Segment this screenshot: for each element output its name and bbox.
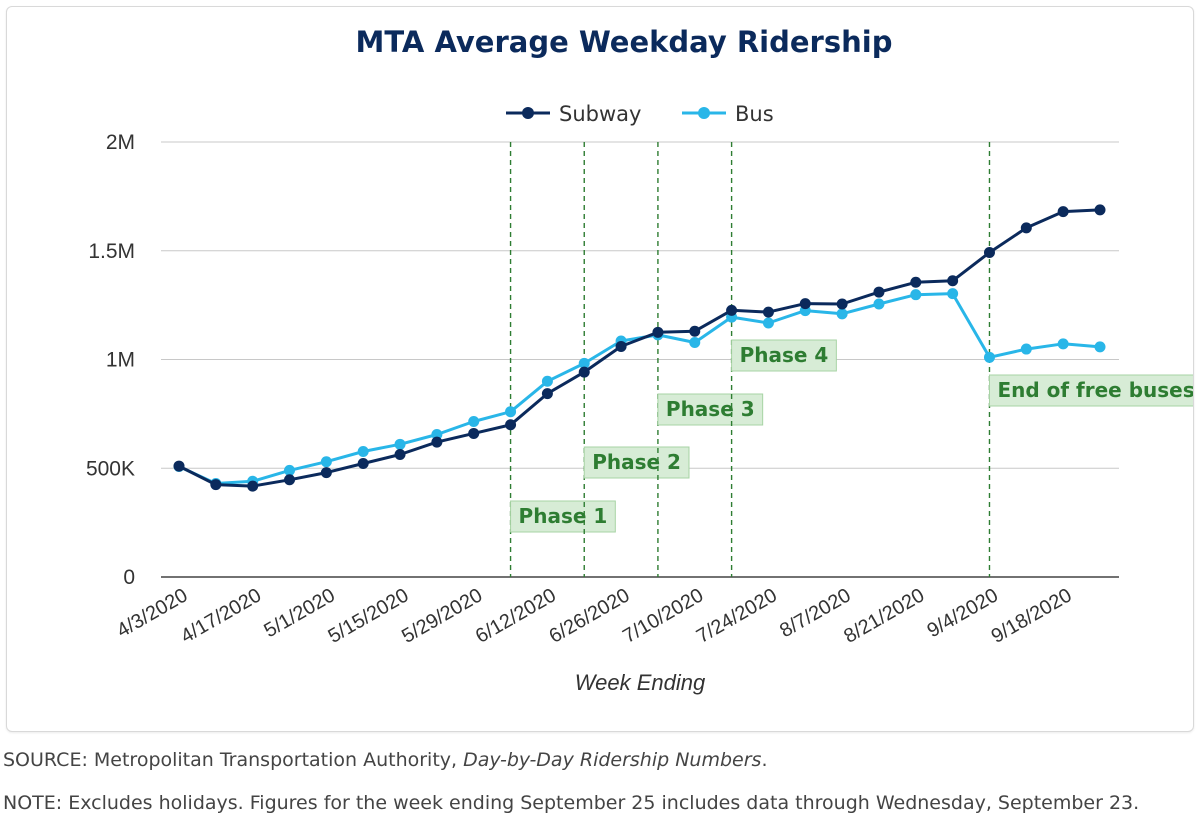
legend-item-subway: Subway — [506, 102, 641, 126]
annotation-label: Phase 1 — [519, 504, 608, 528]
data-point — [173, 460, 185, 472]
y-tick-label: 1M — [106, 349, 135, 372]
legend-marker — [522, 107, 534, 119]
data-point — [578, 357, 590, 369]
data-point — [320, 456, 332, 468]
data-point — [726, 304, 738, 316]
data-point — [431, 429, 443, 441]
data-point — [284, 464, 296, 476]
footnote: NOTE: Excludes holidays. Figures for the… — [3, 792, 1140, 814]
annotation-box — [510, 500, 616, 533]
annotation-label: Phase 2 — [592, 450, 681, 474]
legend-marker — [698, 107, 710, 119]
source-prefix: SOURCE: Metropolitan Transportation Auth… — [3, 749, 464, 771]
data-point — [910, 289, 922, 301]
data-point — [836, 298, 848, 310]
series-subway — [173, 204, 1106, 492]
x-tick-label: 7/24/2020 — [693, 584, 781, 648]
data-point — [468, 427, 480, 439]
y-tick-label: 500K — [86, 457, 135, 480]
data-point — [1057, 338, 1069, 350]
data-point — [1020, 343, 1032, 355]
y-tick-label: 0 — [123, 566, 135, 589]
data-point — [983, 246, 995, 258]
data-point — [210, 479, 222, 491]
ridership-chart: MTA Average Weekday Ridership Subway Bus 0 5… — [86, 25, 1193, 695]
data-point — [947, 275, 959, 287]
x-tick-label: 9/18/2020 — [988, 584, 1076, 648]
annotation-box — [731, 339, 837, 372]
chart-card: MTA Average Weekday Ridership Subway Bus 0 5… — [6, 6, 1194, 732]
annotation-label: Phase 3 — [666, 397, 755, 421]
x-tick-label: 5/15/2020 — [324, 584, 412, 648]
data-point — [910, 276, 922, 288]
x-tick-label: 5/29/2020 — [398, 584, 486, 648]
legend-item-bus: Bus — [682, 102, 774, 126]
data-point — [320, 467, 332, 479]
legend: Subway Bus — [506, 102, 774, 126]
x-tick-label: 4/17/2020 — [177, 584, 265, 648]
data-point — [357, 457, 369, 469]
y-tick-label: 1.5M — [88, 240, 135, 263]
y-tick-label: 2M — [106, 131, 135, 154]
x-tick-labels: 4/3/20204/17/20205/1/20205/15/20205/29/2… — [113, 584, 1076, 648]
data-point — [247, 480, 259, 492]
data-point — [652, 326, 664, 338]
annotation-label: Phase 4 — [740, 343, 829, 367]
data-point — [836, 308, 848, 320]
data-point — [394, 449, 406, 461]
legend-label: Subway — [559, 102, 641, 126]
x-axis-title: Week Ending — [575, 670, 706, 695]
data-point — [541, 375, 553, 387]
source-title: Day-by-Day Ridership Numbers — [463, 749, 762, 771]
annotation-label: End of free buses — [997, 378, 1193, 402]
x-tick-label: 8/21/2020 — [840, 584, 928, 648]
data-point — [505, 406, 517, 418]
data-point — [689, 337, 701, 349]
data-point — [1057, 206, 1069, 218]
data-point — [1094, 341, 1106, 353]
data-point — [983, 351, 995, 363]
x-tick-label: 6/26/2020 — [546, 584, 634, 648]
legend-label: Bus — [735, 102, 774, 126]
series-line — [178, 208, 1101, 488]
data-point — [394, 438, 406, 450]
annotation-box — [657, 393, 764, 426]
data-point — [689, 325, 701, 337]
data-point — [284, 474, 296, 486]
source-note: SOURCE: Metropolitan Transportation Auth… — [3, 749, 768, 771]
data-point — [762, 306, 774, 318]
annotation-box — [583, 446, 690, 479]
data-point — [762, 317, 774, 329]
data-point — [1020, 222, 1032, 234]
chart-title: MTA Average Weekday Ridership — [356, 25, 893, 59]
data-point — [468, 415, 480, 427]
source-suffix: . — [761, 749, 768, 771]
data-point — [578, 366, 590, 378]
x-tick-label: 6/12/2020 — [472, 584, 560, 648]
data-point — [873, 298, 885, 310]
data-point — [431, 436, 443, 448]
data-point — [505, 419, 517, 431]
data-point — [541, 388, 553, 400]
data-point — [1094, 204, 1106, 216]
y-gridlines: 0 500K 1M 1.5M 2M — [86, 131, 1119, 589]
data-point — [947, 288, 959, 300]
data-point — [357, 446, 369, 458]
data-point — [873, 286, 885, 298]
x-tick-label: 7/10/2020 — [619, 584, 707, 648]
annotation-box — [988, 374, 1193, 407]
data-point — [799, 298, 811, 310]
data-point — [615, 340, 627, 352]
